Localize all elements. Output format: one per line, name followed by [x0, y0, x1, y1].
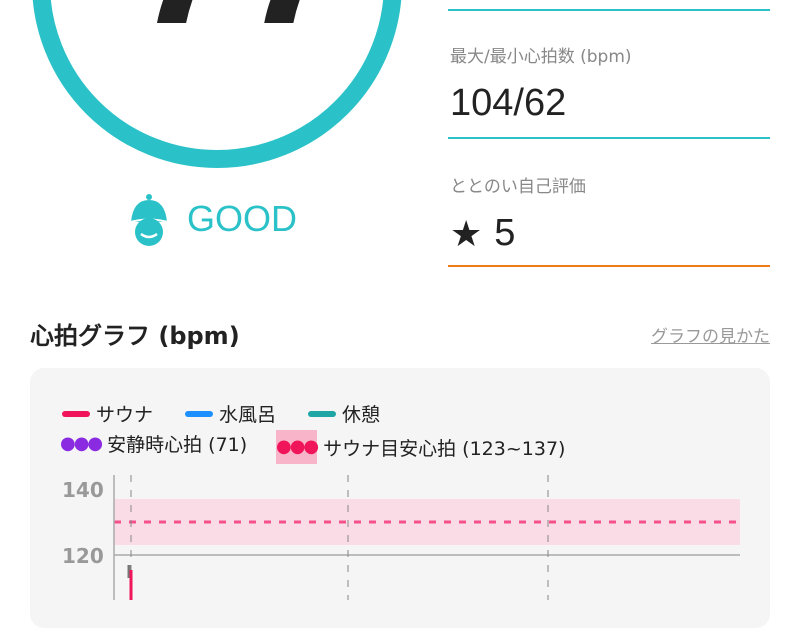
legend-dots: ●●●: [60, 432, 103, 454]
self-rating-value: 5: [494, 212, 516, 254]
max-min-hr-label: 最大/最小心拍数 (bpm): [450, 47, 632, 67]
heart-rate-chart: [113, 475, 740, 600]
self-rating-label: ととのい自己評価: [450, 177, 586, 197]
legend-resting-hr: ●●● 安静時心拍 (71): [60, 430, 247, 457]
legend-dots: ●●●: [276, 430, 319, 464]
legend-swatch: [185, 410, 213, 417]
legend-sauna-target: ●●● サウナ目安心拍 (123~137): [276, 430, 565, 464]
star-icon: ★: [450, 212, 483, 254]
self-rating: ★ 5: [450, 212, 515, 255]
y-tick: 120: [62, 544, 104, 568]
legend-label: サウナ目安心拍 (123~137): [323, 437, 566, 460]
y-tick: 140: [62, 478, 104, 502]
status-badge: GOOD: [125, 192, 297, 246]
divider: [448, 9, 770, 11]
score-value: 77: [140, 0, 358, 60]
legend-label: 水風呂: [219, 404, 277, 426]
legend-cold-bath: 水風呂: [185, 400, 276, 427]
graph-title: 心拍グラフ (bpm): [30, 322, 240, 350]
legend-sauna: サウナ: [62, 400, 153, 427]
legend-rest: 休憩: [308, 400, 380, 427]
divider: [448, 137, 770, 139]
divider: [448, 265, 770, 267]
legend-label: 休憩: [342, 404, 381, 426]
legend-swatch: [62, 410, 90, 417]
graph-help-link[interactable]: グラフの見かた: [651, 327, 770, 347]
sauna-hat-icon: [126, 194, 172, 246]
legend-swatch: [308, 410, 336, 417]
max-min-hr-value: 104/62: [450, 82, 567, 124]
legend-label: サウナ: [96, 404, 154, 426]
status-label: GOOD: [187, 198, 298, 239]
graph-card: [30, 368, 770, 628]
legend-label: 安静時心拍 (71): [107, 434, 248, 456]
target-band: [114, 499, 740, 545]
